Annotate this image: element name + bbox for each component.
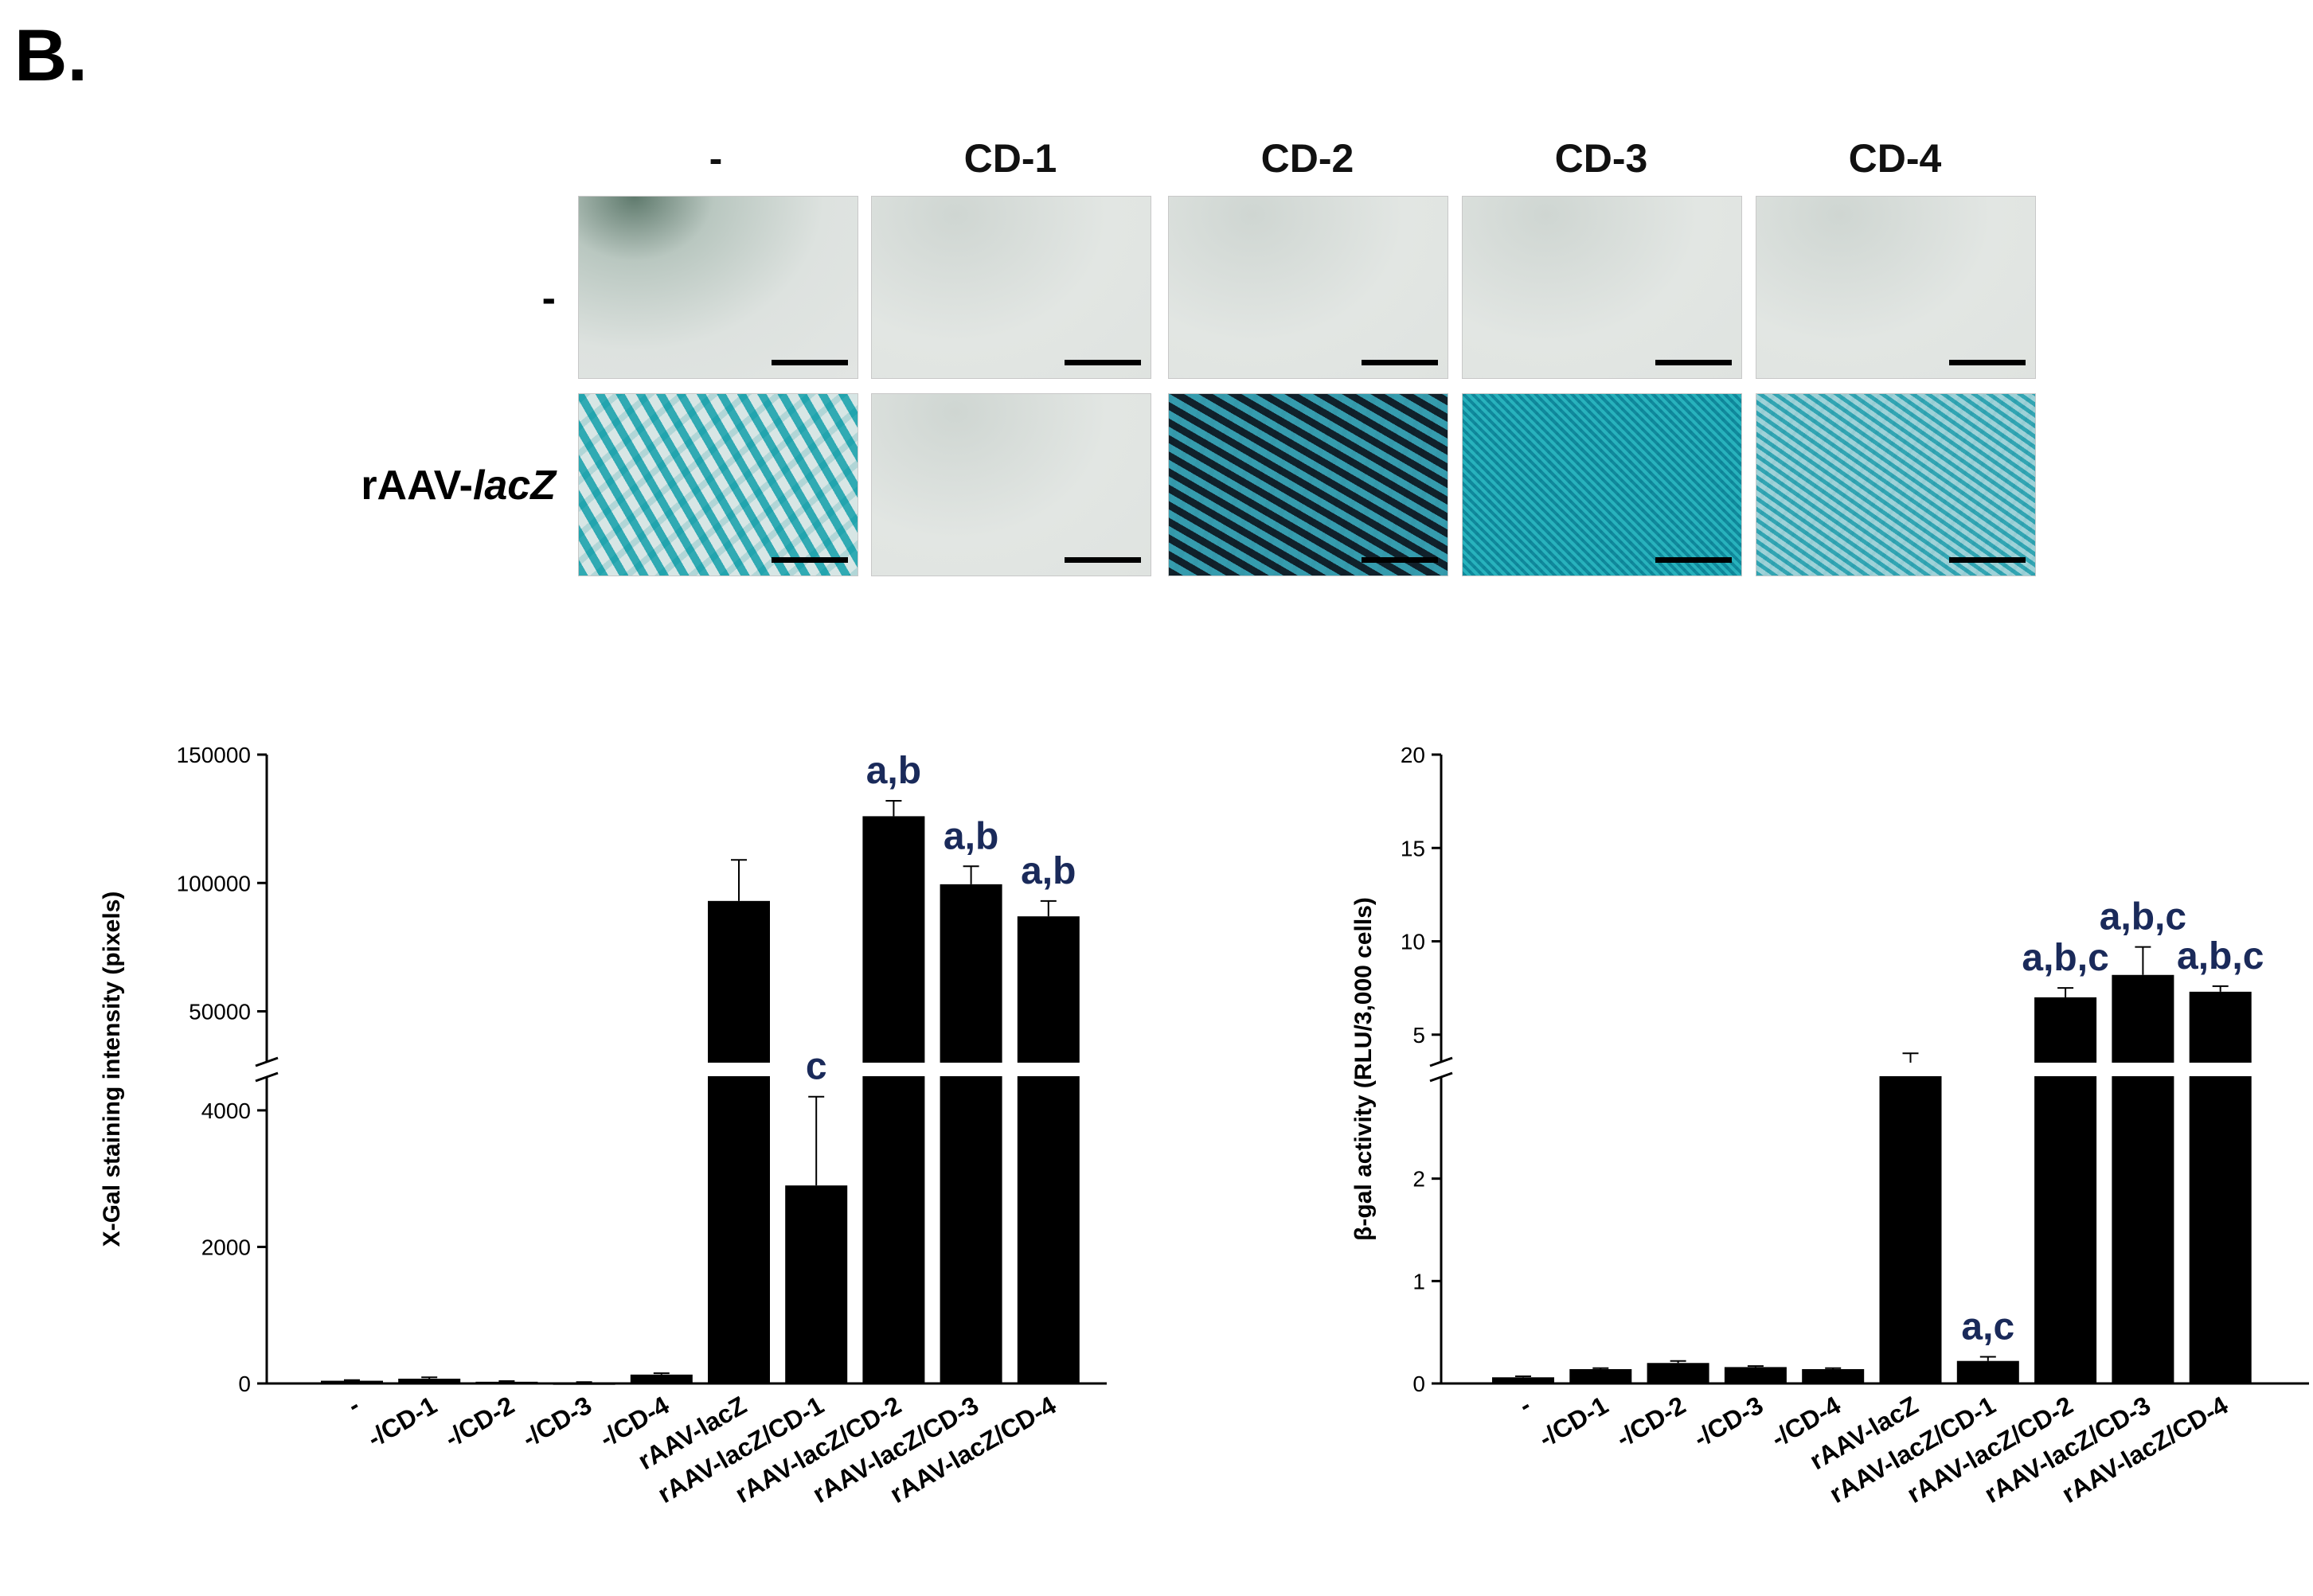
scale-bar	[1362, 557, 1438, 563]
micrograph-lacz-control	[578, 393, 858, 576]
column-label-cd4: CD-4	[1848, 136, 1942, 181]
column-label-cd2: CD-2	[1260, 136, 1354, 181]
xgal-chart-group: 50000 100000 150000 0 2000 4000 X-Gal staining…	[99, 743, 1107, 1508]
bar-lower-part	[940, 1076, 1002, 1383]
y-tick-label: 20	[1401, 743, 1425, 767]
significance-label: a,b,c	[2022, 937, 2108, 979]
bar	[398, 1378, 461, 1383]
y-tick-label: 2	[1412, 1167, 1425, 1192]
axis-break-mark	[1429, 1056, 1453, 1067]
significance-label: a,c	[1961, 1306, 2014, 1348]
bar-lower-part	[2034, 1076, 2097, 1383]
significance-label: a,b,c	[2177, 935, 2264, 978]
micrograph-lacz-cd2	[1168, 393, 1448, 576]
x-tick-label: -/CD-2	[1612, 1391, 1691, 1453]
y-tick-label: 50000	[189, 1000, 251, 1024]
y-tick-label: 10	[1401, 930, 1425, 954]
micrograph-lacz-cd3	[1462, 393, 1742, 576]
y-axis-label: β-gal activity (RLU/3,000 cells)	[1350, 897, 1377, 1241]
x-tick-label: -/CD-3	[518, 1391, 597, 1453]
x-tick-label: -/CD-2	[440, 1391, 519, 1453]
y-tick-label: 2000	[201, 1235, 251, 1259]
bar-lower-part	[1017, 1076, 1080, 1383]
significance-label: a,b,c	[2100, 896, 2186, 938]
micrograph-control-cd3	[1462, 196, 1742, 379]
y-tick-label: 100000	[177, 871, 251, 896]
axis-break-mark	[255, 1071, 279, 1083]
bar	[1802, 1368, 1865, 1383]
micrograph-control-cd4	[1756, 196, 2036, 379]
micrograph-control-cd1	[871, 196, 1151, 379]
bar	[940, 884, 1002, 1063]
bar-lower-part	[862, 1076, 925, 1383]
y-tick-label: 15	[1401, 836, 1425, 860]
bar	[321, 1380, 383, 1383]
bar	[862, 816, 925, 1063]
bar	[785, 1185, 848, 1383]
bar-lower-part	[1879, 1076, 1942, 1383]
bar	[2189, 991, 2252, 1063]
bar	[708, 900, 770, 1063]
significance-label: c	[806, 1046, 827, 1088]
micrograph-control-control	[578, 196, 858, 379]
y-tick-label: 5	[1412, 1023, 1425, 1048]
row-label-control: -	[541, 275, 556, 322]
bar	[1017, 916, 1080, 1063]
scale-bar	[772, 557, 848, 563]
x-tick-label: -	[1514, 1391, 1535, 1420]
column-label-cd3: CD-3	[1554, 136, 1648, 181]
bar	[2112, 974, 2174, 1063]
y-tick-label: 150000	[177, 743, 251, 767]
x-tick-label: -	[342, 1391, 364, 1420]
scale-bar	[1065, 360, 1141, 365]
y-tick-label: 0	[238, 1372, 251, 1396]
bar	[2034, 997, 2097, 1063]
significance-label: a,b	[944, 815, 998, 857]
bar	[1647, 1363, 1709, 1383]
bar	[630, 1374, 693, 1383]
scale-bar	[1655, 557, 1732, 563]
panel-label: B.	[14, 15, 88, 96]
significance-label: a,b	[866, 750, 921, 792]
bar	[1724, 1367, 1787, 1383]
bar	[475, 1381, 538, 1384]
y-tick-label: 1	[1412, 1269, 1425, 1294]
scale-bar	[1362, 360, 1438, 365]
row-label-lacz-italic: lacZ	[472, 462, 556, 509]
significance-label: a,b	[1021, 850, 1076, 892]
axis-break-mark	[255, 1056, 279, 1067]
column-label-cd1: CD-1	[963, 136, 1057, 181]
scale-bar	[772, 360, 848, 365]
bar-lower-part	[708, 1076, 770, 1383]
bar	[553, 1382, 615, 1385]
bar	[1569, 1368, 1632, 1383]
bar-lower-part	[2189, 1076, 2252, 1383]
x-tick-label: -/CD-3	[1689, 1391, 1768, 1453]
x-tick-label: -/CD-1	[1534, 1391, 1613, 1453]
y-axis-label: X-Gal staining intensity (pixels)	[99, 892, 125, 1247]
y-tick-label: 4000	[201, 1098, 251, 1123]
scale-bar	[1655, 360, 1732, 365]
axis-break-mark	[1429, 1071, 1453, 1083]
column-label-control: -	[709, 136, 723, 181]
x-tick-label: -/CD-1	[362, 1391, 442, 1453]
micrograph-lacz-cd1	[871, 393, 1151, 576]
micrograph-lacz-cd4	[1756, 393, 2036, 576]
bar	[1956, 1360, 2019, 1383]
micrograph-control-cd2	[1168, 196, 1448, 379]
row-label-lacz-prefix: rAAV-	[361, 462, 473, 509]
bar	[1492, 1377, 1554, 1383]
scale-bar	[1949, 360, 2026, 365]
scale-bar	[1065, 557, 1141, 563]
bar-lower-part	[2112, 1076, 2174, 1383]
scale-bar	[1949, 557, 2026, 563]
y-tick-label: 0	[1412, 1372, 1425, 1396]
bgal-chart-group: 5 10 15 20 0 1 2 β-gal activity (RLU/3,000 cell…	[1350, 743, 2309, 1508]
row-label-lacz: rAAV-lacZ	[221, 462, 556, 509]
